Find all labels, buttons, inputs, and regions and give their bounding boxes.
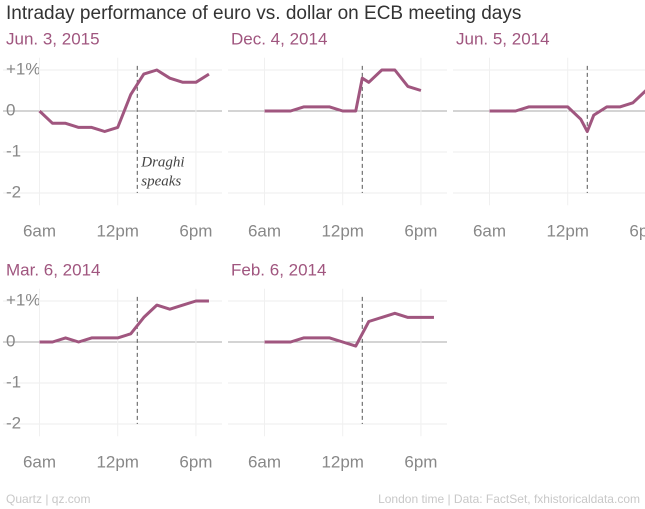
x-tick-label: 6am	[248, 221, 281, 240]
x-tick-label: 6pm	[179, 221, 212, 240]
x-tick-label: 6pm	[179, 452, 212, 471]
y-tick-label: -2	[6, 413, 21, 432]
annotation: speaks	[141, 173, 181, 189]
series-line	[489, 89, 645, 133]
series-line	[38, 68, 210, 133]
y-tick-label: 0	[6, 331, 15, 350]
x-tick-label: 6am	[248, 452, 281, 471]
y-tick-label: -1	[6, 372, 21, 391]
panel-title: Jun. 5, 2014	[456, 29, 550, 48]
y-tick-label: 0	[6, 100, 15, 119]
series-line	[264, 68, 422, 113]
panel-title: Jun. 3, 2015	[6, 29, 100, 48]
x-tick-label: 6am	[473, 221, 506, 240]
x-tick-label: 6pm	[404, 221, 437, 240]
y-tick-label: +1%	[6, 290, 41, 309]
x-tick-label: 12pm	[321, 452, 364, 471]
panel-title: Feb. 6, 2014	[231, 260, 326, 279]
x-tick-label: 6pm	[629, 221, 645, 240]
series-line	[264, 311, 434, 348]
x-tick-label: 6pm	[404, 452, 437, 471]
x-tick-label: 12pm	[96, 221, 139, 240]
panel-title: Mar. 6, 2014	[6, 260, 101, 279]
panel-title: Dec. 4, 2014	[231, 29, 327, 48]
y-tick-label: +1%	[6, 59, 41, 78]
x-tick-label: 6am	[23, 221, 56, 240]
source: London time | Data: FactSet, fxhistorica…	[378, 492, 640, 506]
x-tick-label: 12pm	[321, 221, 364, 240]
x-tick-label: 12pm	[96, 452, 139, 471]
y-tick-label: -1	[6, 141, 21, 160]
y-tick-label: -2	[6, 182, 21, 201]
x-tick-label: 6am	[23, 452, 56, 471]
series-line	[39, 299, 209, 344]
chart-title: Intraday performance of euro vs. dollar …	[6, 3, 521, 24]
x-tick-label: 12pm	[546, 221, 589, 240]
annotation: Draghi	[140, 154, 184, 170]
credit: Quartz | qz.com	[6, 492, 90, 506]
